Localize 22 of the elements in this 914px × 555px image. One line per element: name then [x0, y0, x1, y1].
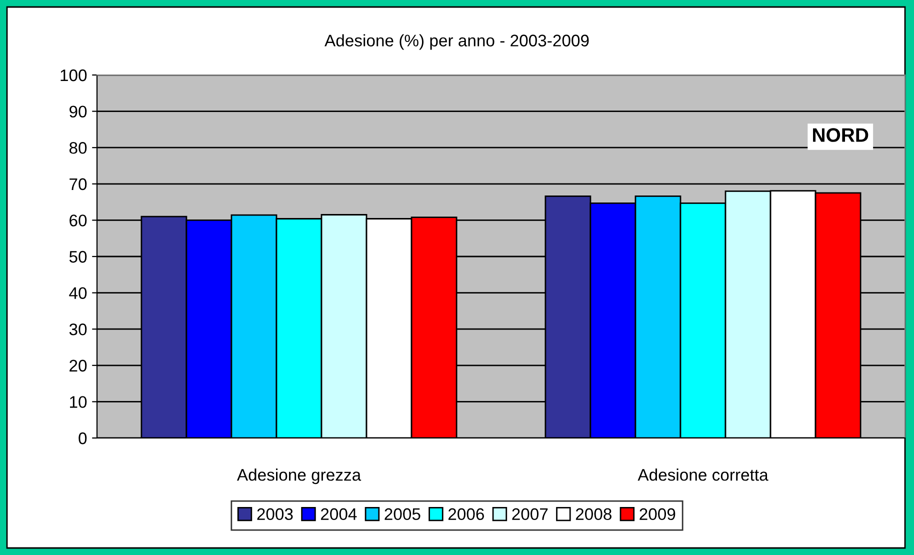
annotation: NORD — [813, 128, 868, 142]
legend-label: 2006 — [448, 508, 484, 520]
legend-label: 2008 — [576, 508, 612, 520]
y-tick-label: 50 — [69, 250, 87, 263]
chart-title: Adesione (%) per anno - 2003-2009 — [324, 34, 589, 50]
legend-label: 2007 — [512, 508, 548, 520]
y-tick-label: 70 — [70, 178, 87, 190]
legend-label: 2003 — [257, 508, 293, 520]
x-tick-label: Adesione corretta — [638, 468, 768, 481]
legend-label: 2004 — [320, 508, 357, 520]
y-tick-label: 80 — [69, 142, 87, 154]
y-tick-label: 60 — [70, 214, 87, 226]
legend-label: 2009 — [640, 508, 676, 520]
y-tick-label: 20 — [70, 360, 87, 372]
legend-label: 2005 — [384, 508, 420, 520]
y-tick-label: 30 — [69, 324, 87, 336]
y-tick-label: 100 — [60, 69, 87, 82]
y-tick-label: 90 — [70, 106, 87, 118]
y-tick-label: 0 — [78, 432, 87, 444]
x-tick-label: Adesione grezza — [236, 468, 362, 484]
y-tick-label: 10 — [70, 396, 87, 408]
y-tick-label: 40 — [69, 287, 87, 300]
